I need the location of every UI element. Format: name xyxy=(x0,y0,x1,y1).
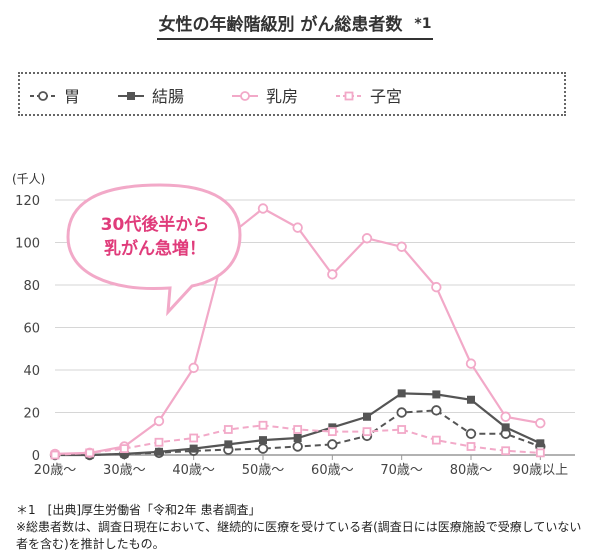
x-tick-label: 40歳～ xyxy=(172,463,215,478)
data-point xyxy=(535,448,545,458)
legend-swatch-marker xyxy=(240,91,250,101)
data-point xyxy=(396,407,407,418)
data-point xyxy=(363,412,371,421)
data-point xyxy=(362,427,372,437)
y-tick-label: 60 xyxy=(23,322,40,337)
data-point xyxy=(361,233,373,244)
data-point xyxy=(154,437,164,447)
data-point xyxy=(292,222,303,233)
x-tick-label: 30歳～ xyxy=(103,463,146,478)
data-point xyxy=(397,425,407,434)
x-tick-label: 90歳以上 xyxy=(513,463,569,478)
data-point xyxy=(155,447,163,456)
legend-label: 子宮 xyxy=(370,87,402,106)
data-point xyxy=(327,269,338,280)
y-tick-label: 20 xyxy=(23,407,40,422)
data-point xyxy=(431,405,442,416)
data-point xyxy=(467,395,475,404)
data-point xyxy=(327,427,337,437)
definition-note: ※総患者数は、調査日現在において、継続的に医療を受けている者(調査日には医療施設… xyxy=(16,520,582,551)
data-point xyxy=(153,415,165,427)
source-note: ＊1 [出典]厚生労働省「令和2年 患者調査」 xyxy=(16,503,261,517)
data-point xyxy=(327,439,338,450)
data-point xyxy=(465,428,477,439)
data-point xyxy=(224,440,233,449)
legend-label: 乳房 xyxy=(266,87,298,106)
data-point xyxy=(258,420,268,430)
data-point xyxy=(259,436,267,445)
data-point xyxy=(465,358,477,369)
x-tick-label: 50歳～ xyxy=(242,463,285,478)
legend-swatch-marker xyxy=(38,91,48,101)
data-point xyxy=(257,203,269,214)
data-point xyxy=(536,439,545,448)
chart-title-wrap: 女性の年齢階級別 がん総患者数 *1 xyxy=(0,10,590,40)
data-point xyxy=(501,423,510,432)
data-point xyxy=(189,444,198,453)
annotation-text-line: 乳がん急増！ xyxy=(104,238,206,259)
annotation-bubble xyxy=(66,183,242,317)
legend-label: 結腸 xyxy=(152,87,184,106)
x-tick-label: 20歳～ xyxy=(34,463,77,478)
annotation-text-line: 30代後半から xyxy=(101,214,210,235)
x-tick-label: 60歳～ xyxy=(311,463,354,478)
data-point xyxy=(292,441,303,452)
x-tick-label: 70歳～ xyxy=(380,463,423,478)
data-point xyxy=(535,417,546,429)
legend-swatch-marker xyxy=(344,91,354,101)
y-tick-label: 0 xyxy=(32,449,40,464)
y-tick-label: 40 xyxy=(23,364,40,379)
data-point xyxy=(432,390,441,399)
data-point xyxy=(501,446,511,456)
data-point xyxy=(466,442,476,451)
data-point xyxy=(293,425,303,434)
data-point xyxy=(119,444,129,454)
data-point xyxy=(397,389,406,398)
legend-box xyxy=(18,72,566,116)
data-point xyxy=(50,450,60,460)
y-tick-label: 80 xyxy=(23,279,40,294)
y-tick-label: 100 xyxy=(15,237,40,252)
data-point xyxy=(223,425,233,434)
data-point xyxy=(396,241,407,252)
data-point xyxy=(500,411,511,422)
chart-title-footnote-mark: *1 xyxy=(414,16,432,32)
data-point xyxy=(431,281,442,293)
legend-swatch-marker xyxy=(127,92,135,100)
y-tick-label: 120 xyxy=(15,194,40,209)
data-point xyxy=(188,362,199,374)
chart-title: 女性の年齢階級別 がん総患者数 *1 xyxy=(156,10,434,40)
legend-label: 胃 xyxy=(64,87,80,106)
data-point xyxy=(257,443,269,454)
data-point xyxy=(85,448,95,458)
y-unit-label: (千人) xyxy=(12,172,45,186)
data-point xyxy=(189,433,199,443)
data-point xyxy=(293,434,302,442)
data-point xyxy=(431,435,441,445)
x-tick-label: 80歳～ xyxy=(450,463,493,478)
chart-title-text: 女性の年齢階級別 がん総患者数 xyxy=(158,15,403,35)
